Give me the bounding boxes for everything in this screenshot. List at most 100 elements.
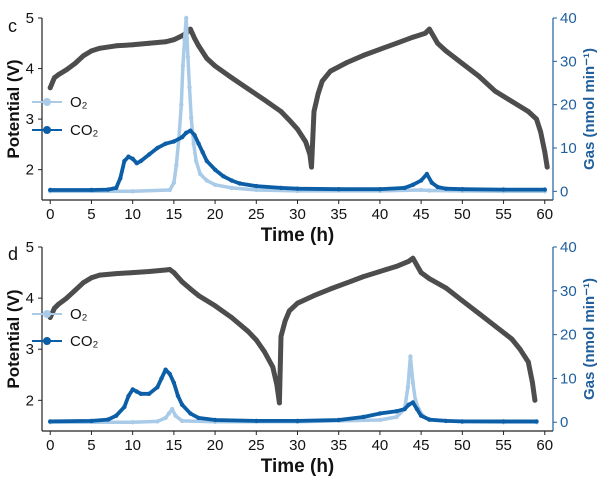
y-right-tick-label: 20 xyxy=(560,97,577,114)
data-point xyxy=(414,406,420,412)
data-point xyxy=(130,42,136,48)
data-point xyxy=(394,409,399,414)
x-tick-label: 20 xyxy=(207,437,224,454)
y-left-tick-label: 2 xyxy=(26,162,34,179)
data-point xyxy=(410,182,416,187)
data-point xyxy=(184,15,189,21)
data-point xyxy=(179,418,185,424)
data-point xyxy=(253,337,259,343)
data-point xyxy=(443,48,449,54)
data-point xyxy=(295,186,300,191)
data-point xyxy=(89,187,94,193)
data-point xyxy=(188,128,193,133)
data-point xyxy=(361,414,366,420)
data-point xyxy=(184,130,189,135)
data-point xyxy=(517,346,523,352)
y-left-axis-label: Potential (V) xyxy=(4,59,23,158)
data-point xyxy=(542,187,547,192)
data-point xyxy=(361,274,366,279)
data-point xyxy=(122,404,127,410)
data-point xyxy=(418,178,424,183)
data-point xyxy=(336,187,341,192)
data-point xyxy=(191,141,196,146)
data-point xyxy=(171,139,177,144)
data-point xyxy=(167,371,172,377)
data-point xyxy=(408,354,413,359)
data-point xyxy=(410,400,416,405)
data-point xyxy=(542,149,548,155)
x-tick-label: 10 xyxy=(124,437,141,454)
data-point xyxy=(48,419,53,424)
data-point xyxy=(459,298,465,304)
data-point xyxy=(180,63,186,68)
y-right-tick-label: 0 xyxy=(560,183,568,200)
x-tick-label: 60 xyxy=(536,206,553,223)
x-axis-label: Time (h) xyxy=(261,456,335,477)
data-point xyxy=(200,150,205,155)
data-point xyxy=(114,185,119,191)
data-point xyxy=(501,187,506,192)
data-point xyxy=(113,271,119,276)
x-tick-label: 5 xyxy=(87,437,95,454)
data-point xyxy=(171,380,177,385)
y-right-tick-label: 0 xyxy=(560,414,568,431)
x-tick-label: 25 xyxy=(248,206,265,223)
data-point xyxy=(159,376,164,381)
data-point xyxy=(307,152,313,157)
data-point xyxy=(229,185,234,191)
data-point xyxy=(204,56,210,61)
x-tick-label: 30 xyxy=(289,206,306,223)
data-point xyxy=(311,109,317,114)
data-point xyxy=(443,418,449,424)
data-point xyxy=(534,419,539,424)
data-point xyxy=(56,301,61,307)
y-right-tick-label: 10 xyxy=(560,370,577,387)
y-right-axis-label: Gas (nmol min⁻¹) xyxy=(581,48,598,170)
data-point xyxy=(394,40,399,46)
x-axis-label: Time (h) xyxy=(261,225,335,246)
data-point xyxy=(328,68,333,74)
data-point xyxy=(105,417,111,422)
data-point xyxy=(189,115,194,120)
data-point xyxy=(492,88,498,94)
x-tick-label: 5 xyxy=(87,206,95,223)
data-point xyxy=(130,270,136,275)
panel-c: c0 5 10 15 20 25 30 35 40 45 50 55 602345010203040Ti… xyxy=(4,10,598,246)
x-tick-label: 30 xyxy=(289,437,306,454)
data-point xyxy=(196,293,202,298)
data-point xyxy=(377,187,383,192)
data-point xyxy=(167,267,173,272)
data-point xyxy=(525,109,531,114)
data-point xyxy=(175,393,181,399)
data-point xyxy=(319,78,325,84)
data-point xyxy=(476,73,482,79)
data-point xyxy=(377,411,383,416)
x-tick-label: 15 xyxy=(166,437,183,454)
data-point xyxy=(134,389,139,394)
data-point xyxy=(262,97,267,103)
y-right-tick-label: 40 xyxy=(560,239,577,256)
x-tick-label: 40 xyxy=(372,437,389,454)
data-point xyxy=(163,141,168,146)
series-line-0 xyxy=(47,26,550,170)
data-point xyxy=(72,288,78,293)
data-point xyxy=(138,158,144,164)
x-tick-label: 55 xyxy=(495,437,512,454)
data-point xyxy=(315,91,321,97)
data-point xyxy=(509,99,515,104)
data-point xyxy=(509,336,515,342)
data-point xyxy=(163,267,169,273)
data-point xyxy=(130,420,135,425)
data-point xyxy=(167,187,172,193)
data-point xyxy=(72,61,78,66)
y-right-axis-label: Gas (nmol min⁻¹) xyxy=(581,278,598,400)
data-point xyxy=(171,270,177,275)
data-point xyxy=(204,178,209,183)
data-point xyxy=(155,385,160,390)
series-line-2 xyxy=(48,367,539,424)
data-point xyxy=(118,176,123,181)
x-tick-label: 25 xyxy=(248,437,265,454)
data-point xyxy=(406,258,412,264)
data-point xyxy=(192,132,197,138)
data-point xyxy=(344,280,350,286)
